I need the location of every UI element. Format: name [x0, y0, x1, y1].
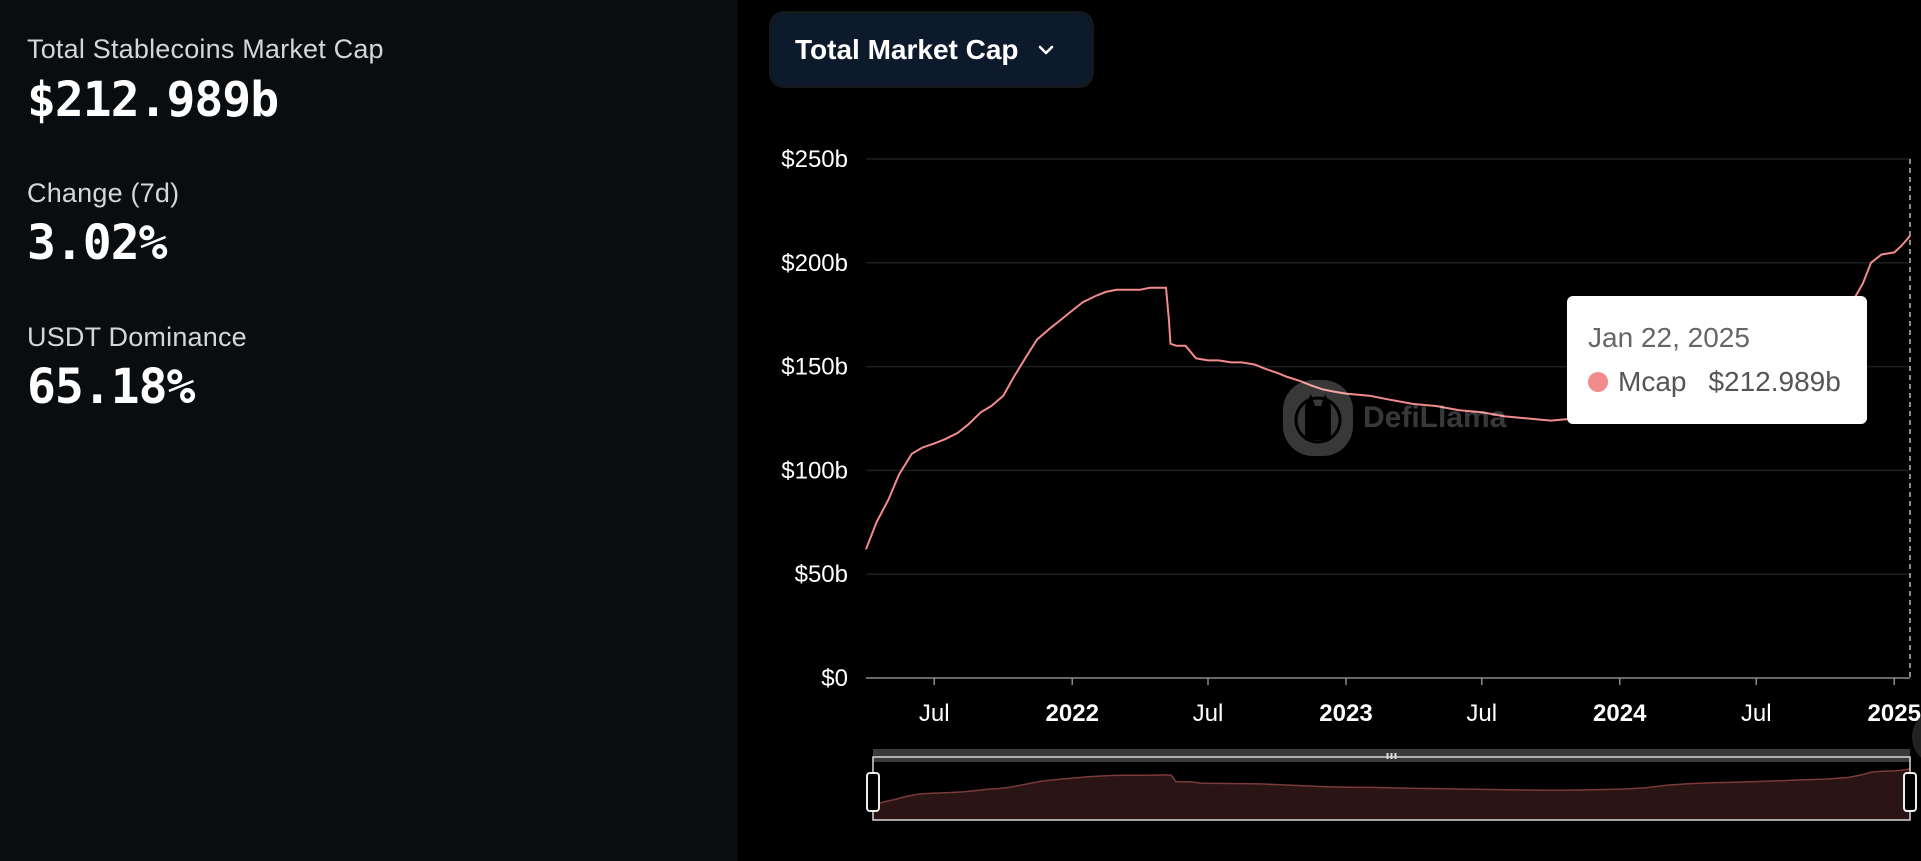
- x-tick-label: 2024: [1593, 700, 1647, 727]
- total-mcap-value: $212.989b: [27, 72, 279, 128]
- x-tick-label: Jul: [1193, 700, 1224, 727]
- zoom-handle-right[interactable]: [1903, 772, 1917, 812]
- usdt-dominance-value: 65.18%: [27, 359, 195, 415]
- metric-select-dropdown[interactable]: Total Market Cap: [772, 14, 1091, 85]
- x-tick-label: 2022: [1046, 700, 1099, 727]
- x-tick-label: 2025: [1868, 700, 1921, 727]
- total-mcap-label: Total Stablecoins Market Cap: [27, 34, 384, 64]
- zoom-slider-grip: [1390, 753, 1393, 759]
- zoom-area-fill: [873, 769, 1910, 820]
- change-7d-value: 3.02%: [27, 215, 167, 271]
- stats-panel: Total Stablecoins Market Cap $212.989b C…: [0, 0, 738, 861]
- tooltip-date: Jan 22, 2025: [1588, 322, 1750, 353]
- chart-tooltip: Jan 22, 2025 Mcap $212.989b: [1567, 296, 1867, 424]
- zoom-slider-grip: [1386, 753, 1389, 759]
- usdt-dominance-label: USDT Dominance: [27, 322, 247, 352]
- x-tick-label: Jul: [1741, 700, 1772, 727]
- watermark: DefiLlama: [1283, 380, 1506, 456]
- change-7d-label: Change (7d): [27, 178, 180, 208]
- x-tick-label: 2023: [1319, 700, 1372, 727]
- chevron-down-icon: [1038, 45, 1053, 54]
- y-tick-label: $0: [821, 665, 848, 692]
- scroll-top-button[interactable]: [1912, 709, 1921, 765]
- zoom-slider-grip: [1394, 753, 1397, 759]
- y-tick-label: $150b: [781, 354, 848, 381]
- y-tick-label: $100b: [781, 457, 848, 484]
- llama-logo-icon: [1283, 380, 1353, 456]
- y-tick-label: $250b: [781, 146, 848, 173]
- tooltip-series-name: Mcap: [1618, 366, 1687, 397]
- y-tick-label: $50b: [795, 561, 848, 588]
- tooltip-series-marker: [1588, 372, 1608, 392]
- x-tick-label: Jul: [919, 700, 950, 727]
- x-tick-label: Jul: [1466, 700, 1497, 727]
- y-tick-label: $200b: [781, 250, 848, 277]
- tooltip-value: $212.989b: [1708, 366, 1841, 397]
- zoom-area-line: [872, 768, 1911, 806]
- zoom-handle-left[interactable]: [866, 772, 880, 812]
- watermark-text: DefiLlama: [1363, 401, 1507, 434]
- metric-select-label: Total Market Cap: [795, 33, 1019, 65]
